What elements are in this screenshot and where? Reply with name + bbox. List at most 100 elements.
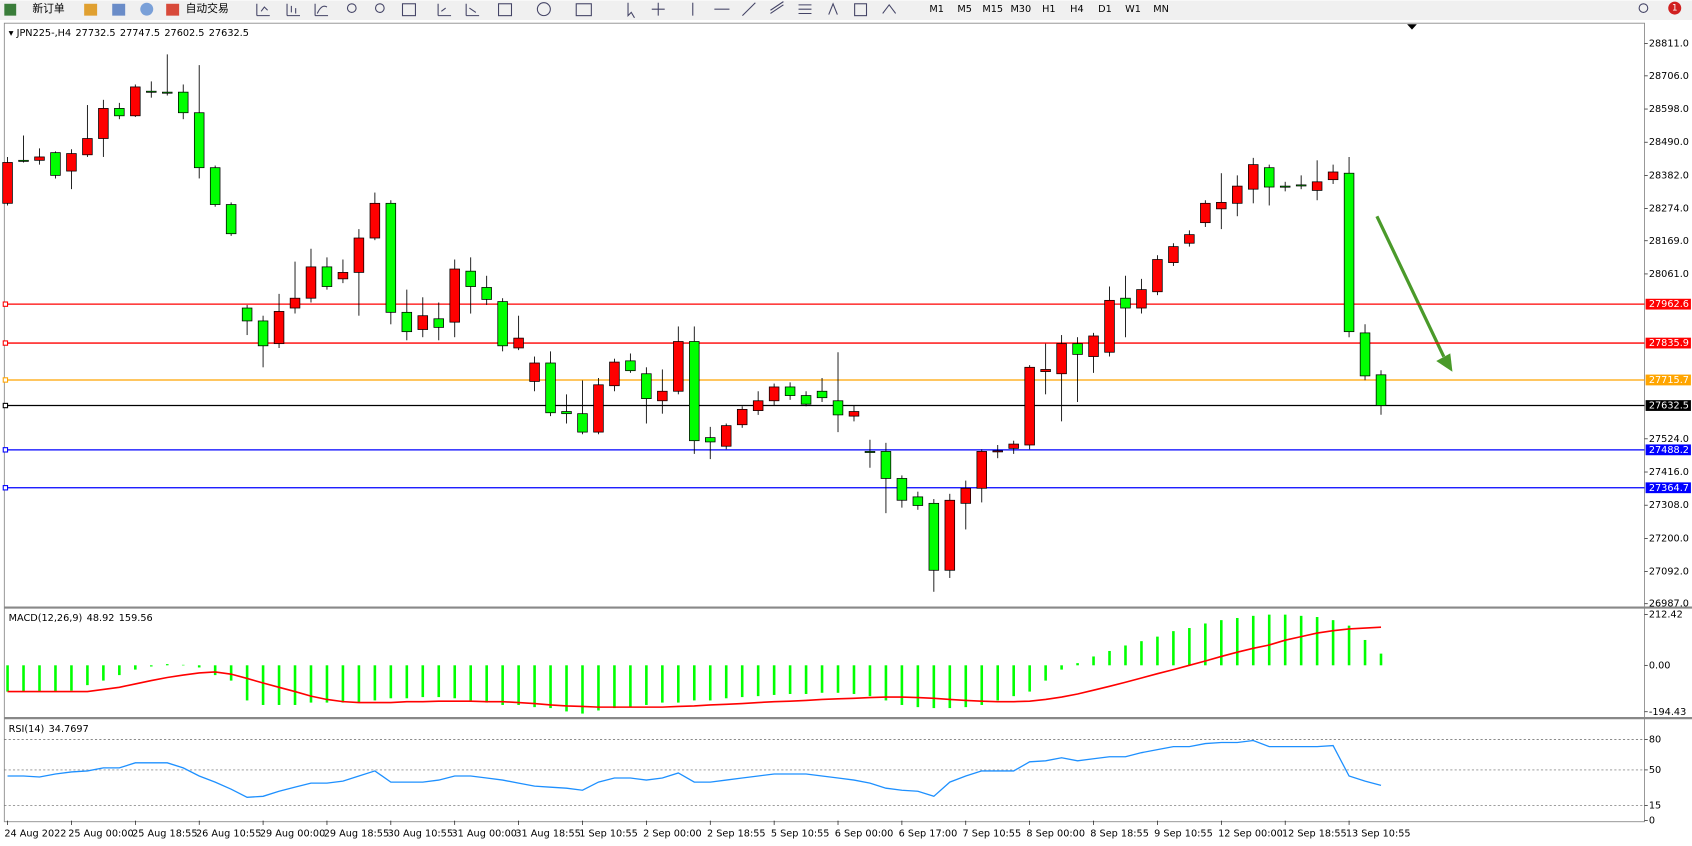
candle-body <box>177 91 189 114</box>
candle-body <box>577 413 588 433</box>
y-tick-label: 28382.0 <box>1649 170 1689 181</box>
icon[interactable] <box>770 1 784 14</box>
price-level-handle <box>2 340 9 346</box>
icon[interactable] <box>742 2 756 17</box>
macd-bar <box>772 665 776 695</box>
candle-body <box>1008 443 1019 449</box>
macd-bar <box>309 665 313 703</box>
symbol: JPN225-,H4 <box>16 28 72 39</box>
icon[interactable] <box>112 3 126 16</box>
candle-body <box>2 162 13 204</box>
macd-bar <box>501 665 504 705</box>
icon[interactable] <box>497 3 513 17</box>
x-tick-label: 29 Aug 00:00 <box>260 829 325 840</box>
x-tick-label: 8 Sep 18:55 <box>1090 829 1149 840</box>
candle-body <box>880 451 892 479</box>
icon[interactable] <box>882 3 897 14</box>
timeframe-button[interactable]: W1 <box>1125 4 1141 15</box>
icon[interactable] <box>575 3 592 17</box>
macd-bar <box>1028 665 1031 692</box>
timeframe-button[interactable]: D1 <box>1098 4 1112 15</box>
macd-bar <box>277 665 281 705</box>
icon[interactable] <box>536 2 551 17</box>
icon[interactable] <box>84 3 98 16</box>
macd-value: 48.92 <box>87 613 115 624</box>
timeframe-button[interactable]: M1 <box>929 4 944 15</box>
notification-count[interactable]: 1 <box>1672 4 1678 14</box>
icon[interactable] <box>346 3 357 13</box>
macd-bar <box>645 665 648 705</box>
macd-bar <box>1299 615 1303 666</box>
icon[interactable] <box>256 3 270 17</box>
macd-bar <box>517 665 520 705</box>
candle-body <box>1375 374 1387 406</box>
icon[interactable] <box>465 3 480 17</box>
x-tick-label: 2 Sep 00:00 <box>643 829 702 840</box>
candle-body <box>1120 297 1131 309</box>
macd-bar <box>1060 665 1063 670</box>
timeframe-button[interactable]: H1 <box>1042 4 1055 15</box>
price-level-tag <box>1645 444 1691 456</box>
candle-body <box>369 202 381 239</box>
candle-body <box>641 373 652 399</box>
icon[interactable] <box>437 3 452 17</box>
notification-badge[interactable] <box>1668 1 1682 15</box>
candle-body <box>720 425 732 447</box>
macd-bar <box>1076 663 1079 666</box>
x-tick-label: 5 Sep 10:55 <box>771 829 830 840</box>
icon[interactable] <box>140 2 154 16</box>
icon[interactable] <box>627 2 635 19</box>
candle-body <box>321 266 333 287</box>
icon[interactable] <box>828 2 838 15</box>
icon[interactable] <box>401 3 416 17</box>
y-tick-label: 27524.0 <box>1649 434 1689 445</box>
candle-body <box>241 307 253 322</box>
icon[interactable] <box>374 3 385 13</box>
candle-body <box>1216 202 1227 210</box>
timeframe-button[interactable]: M30 <box>1010 4 1031 15</box>
new-order-icon[interactable] <box>4 3 17 16</box>
y-tick-label: 27416.0 <box>1649 467 1689 478</box>
macd-bar <box>421 665 425 698</box>
candle-body <box>992 450 1003 453</box>
candle-body <box>673 341 684 392</box>
timeframe-button[interactable]: M15 <box>982 4 1003 15</box>
price-level-tag <box>1645 298 1691 310</box>
new-order-label[interactable]: 新订单 <box>32 2 65 15</box>
candle-body <box>768 386 780 402</box>
macd-bar <box>1140 641 1143 666</box>
icon[interactable] <box>286 3 300 17</box>
candle-body <box>114 108 125 117</box>
x-tick-label: 29 Aug 18:55 <box>324 829 389 840</box>
trend-arrow <box>1375 215 1453 372</box>
candle-body <box>705 437 716 443</box>
arrow-head <box>1436 353 1453 372</box>
macd-bar <box>884 665 888 701</box>
candle-body <box>1232 185 1243 204</box>
candle-body <box>1311 181 1323 191</box>
macd-bar <box>852 665 856 694</box>
icon[interactable] <box>314 3 329 17</box>
macd-bar <box>261 665 265 705</box>
icon[interactable] <box>798 4 812 15</box>
macd-bar <box>1092 656 1095 666</box>
search-icon[interactable] <box>1638 3 1649 13</box>
icon[interactable] <box>651 2 665 16</box>
macd-bar <box>54 665 57 692</box>
x-tick-label: 6 Sep 00:00 <box>835 829 894 840</box>
x-tick-label: 7 Sep 10:55 <box>963 829 1022 840</box>
timeframe-button[interactable]: M5 <box>957 4 972 15</box>
macd-header: MACD(12,26,9) 48.92 159.56 <box>9 613 153 624</box>
timeframe-button[interactable]: H4 <box>1070 4 1083 15</box>
timeframe-button[interactable]: MN <box>1153 4 1169 15</box>
macd-bar <box>964 665 968 708</box>
price-level-label: 27715.7 <box>1649 375 1689 386</box>
macd-bar <box>22 665 25 692</box>
macd-bar <box>932 665 936 709</box>
icon[interactable] <box>854 3 868 17</box>
auto-trading-label[interactable]: 自动交易 <box>186 2 229 15</box>
macd-bar <box>1012 665 1015 697</box>
macd-bar <box>1315 617 1319 666</box>
y-tick-label: 28169.0 <box>1649 236 1689 247</box>
auto-trading-icon[interactable] <box>166 3 180 16</box>
